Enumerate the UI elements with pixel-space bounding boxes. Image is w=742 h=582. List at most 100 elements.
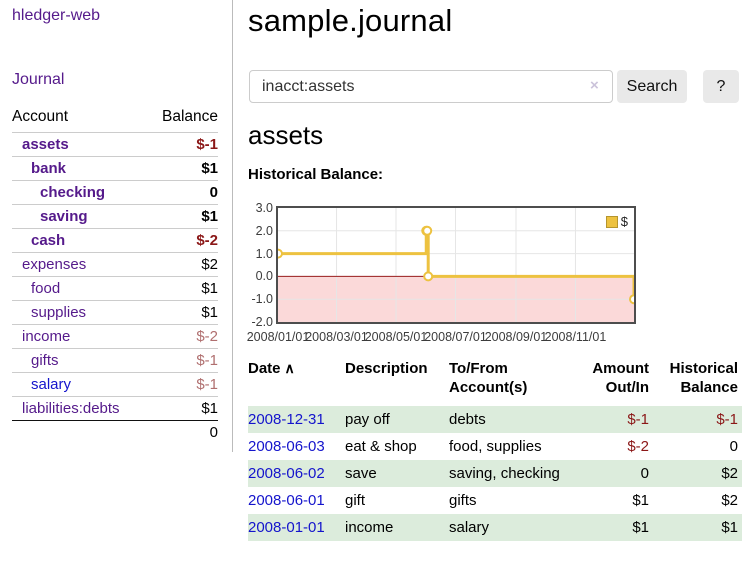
account-link-food[interactable]: food [31,280,61,297]
y-tick-label: 3.0 [255,201,273,215]
nav-journal-link[interactable]: Journal [12,71,65,88]
chart-legend: $ [603,213,630,230]
transaction-date-link[interactable]: 2008-06-03 [248,438,325,455]
transaction-balance: $-1 [653,406,742,433]
account-balance: $-1 [152,372,218,397]
account-link-bank[interactable]: bank [31,160,67,177]
transaction-accounts: food, supplies [449,438,542,455]
search-button[interactable]: Search [617,70,687,103]
account-row: bank $1 [12,156,218,181]
account-balance: $-1 [152,132,218,157]
account-balance: $1 [152,204,218,229]
account-row: checking 0 [12,180,218,205]
account-link-salary[interactable]: salary [31,376,72,393]
account-row: gifts $-1 [12,348,218,373]
y-tick-label: 1.0 [255,246,273,261]
account-title: assets [248,120,324,150]
account-balance: $-2 [152,228,218,253]
register-header-amount: Amount Out/In [592,360,649,396]
account-balance: $-1 [152,348,218,373]
chart-title: Historical Balance: [248,166,384,183]
transaction-amount: 0 [575,460,653,487]
transaction-amount: $1 [575,514,653,541]
legend-label: $ [620,214,628,229]
transaction-description: pay off [345,406,449,433]
account-balance: $1 [152,156,218,181]
register-header-date[interactable]: Date ∧ [248,360,295,377]
transaction-accounts: saving, checking [449,460,575,487]
transaction-balance: $1 [653,514,742,541]
account-row: salary $-1 [12,372,218,397]
y-tick-label: -1.0 [251,292,273,307]
x-tick-label: 2008/05/01 [364,330,428,344]
account-row: food $1 [12,276,218,301]
transaction-balance: 0 [729,438,738,455]
transaction-description: eat & shop [345,438,417,455]
transaction-amount: $-2 [627,438,649,455]
account-balance: $1 [152,276,218,301]
transaction-description: income [345,514,449,541]
search-input[interactable] [249,70,613,103]
transaction-date-link[interactable]: 2008-06-01 [248,492,325,509]
transaction-accounts: salary [449,514,575,541]
account-row: cash $-2 [12,228,218,253]
x-tick-label: 2008/11/01 [544,330,607,344]
transaction-balance: $2 [721,492,738,509]
account-row: expenses $2 [12,252,218,277]
page-title: sample.journal [248,3,453,38]
register-row: 2008-06-02 save saving, checking 0 $2 [248,460,742,487]
y-tick-label: 2.0 [255,223,273,238]
transaction-balance: $2 [653,460,742,487]
transaction-amount: $1 [632,492,649,509]
account-row: income $-2 [12,324,218,349]
x-tick-label: 2008/07/01 [424,330,487,344]
transaction-description: gift [345,492,366,509]
transaction-date-link[interactable]: 2008-06-02 [248,465,325,482]
account-balance: 0 [152,180,218,205]
sidebar: hledger-web Journal Account Balance asse… [0,0,233,452]
chart-plot-area[interactable]: $ [273,206,639,324]
chart-line-svg [273,208,639,322]
main-content: sample.journal × Search ? assets Histori… [246,0,742,582]
x-tick-label: 2008/01/01 [246,330,310,344]
register-row: 2008-01-01 income salary $1 $1 [248,514,742,541]
account-row: assets $-1 [12,132,218,157]
y-tick-label: -2.0 [251,315,273,329]
transaction-description: save [345,460,449,487]
account-row: saving $1 [12,204,218,229]
historical-balance-chart: $ 3.0 2.0 1.0 0.0 -1.0 -2.0 2008/01/01 2008/03… [246,201,742,353]
clear-search-icon[interactable]: × [590,77,599,94]
account-balance: $2 [152,252,218,277]
account-balance: $1 [152,396,218,421]
account-balance: $1 [152,300,218,325]
register-row: 2008-06-01 gift gifts $1 $2 [248,487,742,514]
register-row: 2008-06-03 eat & shop food, supplies $-2… [248,433,742,460]
account-link-assets[interactable]: assets [22,136,69,153]
account-link-supplies[interactable]: supplies [31,304,87,321]
register-header-balance: Historical Balance [669,360,738,396]
accounts-header-balance: Balance [161,108,218,125]
account-link-liabilities-debts[interactable]: liabilities:debts [22,400,120,417]
register-row: 2008-12-31 pay off debts $-1 $-1 [248,406,742,433]
transaction-date-link[interactable]: 2008-01-01 [248,519,325,536]
account-link-gifts[interactable]: gifts [31,352,59,369]
accounts-table: Account Balance assets $-1 bank $1 check… [12,104,218,444]
account-link-income[interactable]: income [22,328,71,345]
account-link-cash[interactable]: cash [31,232,66,249]
help-button[interactable]: ? [703,70,739,103]
account-link-expenses[interactable]: expenses [22,256,87,273]
x-tick-label: 2008/09/01 [484,330,548,344]
account-link-saving[interactable]: saving [40,208,88,225]
accounts-total-value: 0 [152,420,218,444]
accounts-total-row: 0 [12,420,218,444]
transaction-amount: $-1 [575,406,653,433]
transaction-accounts: debts [449,406,575,433]
register-header-row: Date ∧ Description To/From Account(s) Amo… [248,357,742,406]
sort-ascending-icon: ∧ [284,360,295,376]
account-link-checking[interactable]: checking [40,184,106,201]
transaction-date-link[interactable]: 2008-12-31 [248,411,325,428]
accounts-header-account: Account [12,108,69,125]
app-brand-link[interactable]: hledger-web [12,7,101,24]
x-tick-label: 2008/03/01 [305,330,368,344]
legend-swatch-icon [605,215,618,228]
